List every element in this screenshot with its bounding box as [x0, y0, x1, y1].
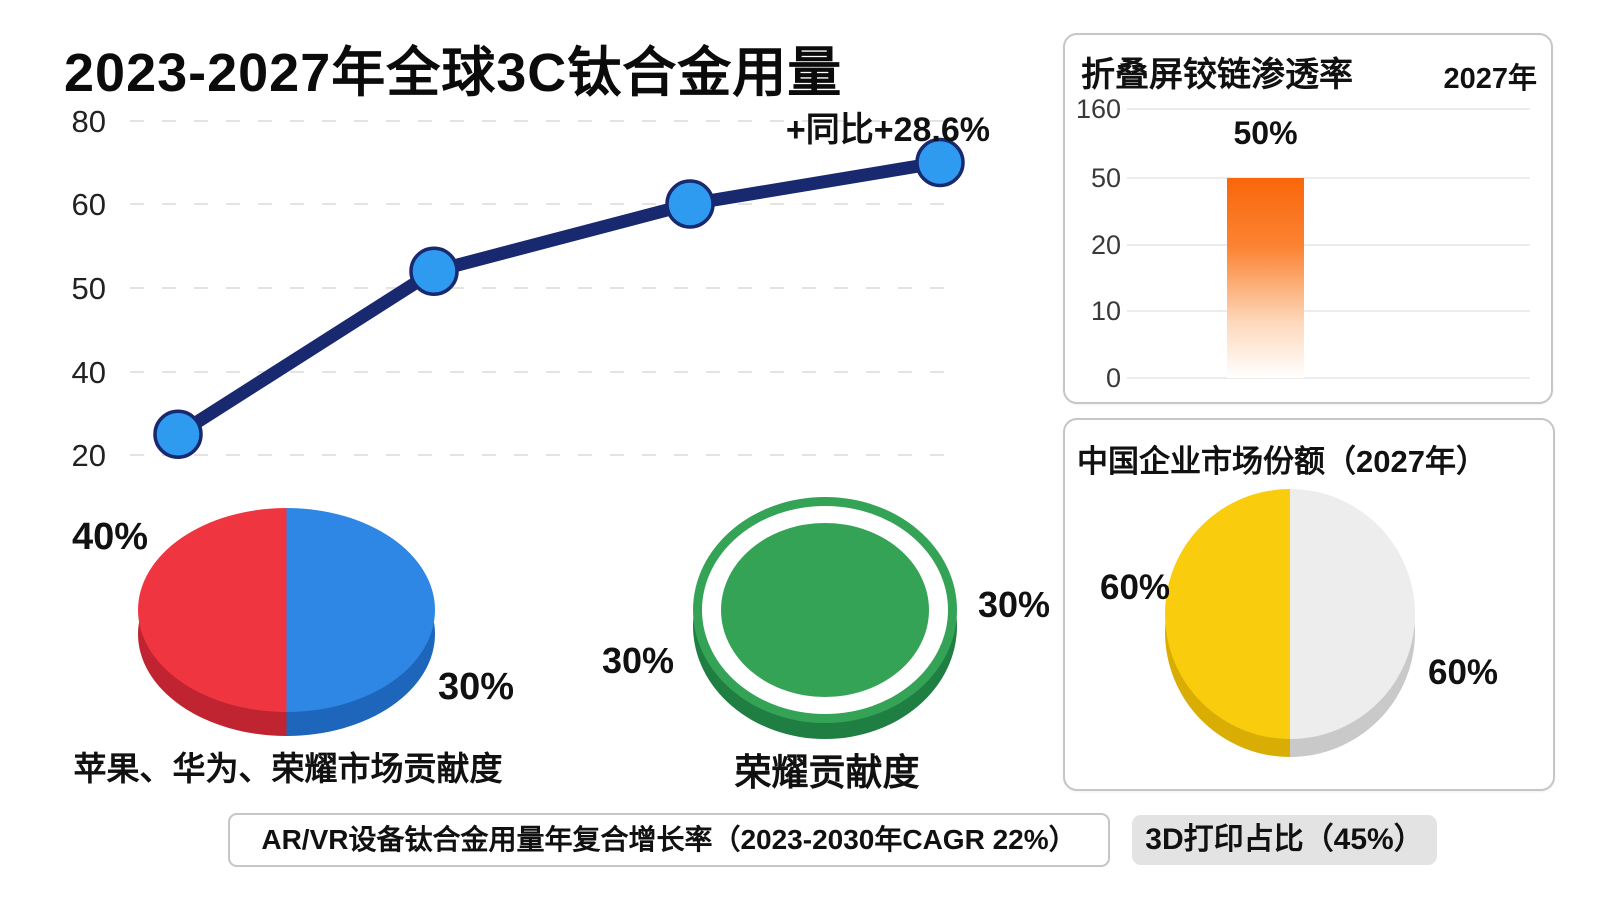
hinge-panel-year: 2027年: [1443, 63, 1537, 95]
data-point-marker: [665, 179, 715, 229]
y-axis-tick-label: 10: [1091, 296, 1121, 326]
bar-value-label: 50%: [1233, 115, 1298, 151]
y-axis-tick-label: 50: [1091, 163, 1121, 193]
y-axis-tick-label: 0: [1106, 363, 1121, 393]
cagr-badge: AR/VR设备钛合金用量年复合增长率（2023-2030年CAGR 22%）: [228, 813, 1110, 867]
share-right-label: 60%: [1428, 653, 1499, 692]
hinge-panel-title: 折叠屏铰链渗透率: [1081, 56, 1353, 94]
data-point-marker: [153, 409, 203, 459]
y-axis-tick-label: 20: [72, 438, 106, 473]
printing-badge: 3D打印占比（45%）: [1132, 815, 1437, 865]
y-axis-tick-label: 50: [72, 271, 106, 306]
honor-donut: [693, 497, 957, 739]
data-point-marker: [915, 137, 965, 188]
share-left-label: 60%: [1100, 568, 1171, 607]
honor-donut-core: [721, 523, 929, 697]
contribution-pie: [138, 508, 435, 736]
contribution-left-label: 40%: [72, 516, 149, 558]
market-share-panel: 中国企业市场份额（2027年） 60% 60%: [1063, 418, 1555, 791]
yoy-annotation: +同比+28.6%: [785, 111, 990, 149]
contribution-caption: 苹果、华为、荣耀市场贡献度: [73, 750, 503, 787]
y-axis-tick-label: 40: [72, 355, 106, 390]
share-pie-face: [1165, 489, 1415, 739]
y-axis-tick-label: 80: [72, 104, 106, 139]
penetration-bar: [1227, 178, 1304, 378]
honor-left-label: 30%: [602, 640, 675, 681]
share-pie: [1165, 489, 1415, 757]
y-axis-tick-label: 160: [1076, 94, 1121, 124]
contribution-pie-face: [138, 508, 435, 712]
trend-line: [171, 156, 947, 441]
data-point-marker: [409, 246, 459, 296]
contribution-right-label: 30%: [438, 666, 515, 708]
honor-right-label: 30%: [978, 584, 1051, 625]
honor-caption: 荣耀贡献度: [734, 752, 920, 793]
hinge-bar-chart: 160 50 20 10 0: [1076, 94, 1530, 393]
y-axis-tick-label: 20: [1091, 230, 1121, 260]
hinge-penetration-panel: 160 50 20 10 0 折叠屏铰链渗透率 2027年 50%: [1063, 33, 1553, 404]
line-chart: 80 60 50 40 20: [72, 104, 965, 473]
page-title: 2023-2027年全球3C钛合金用量: [64, 43, 843, 103]
share-panel-title: 中国企业市场份额（2027年）: [1077, 444, 1487, 479]
y-axis-tick-label: 60: [72, 187, 106, 222]
